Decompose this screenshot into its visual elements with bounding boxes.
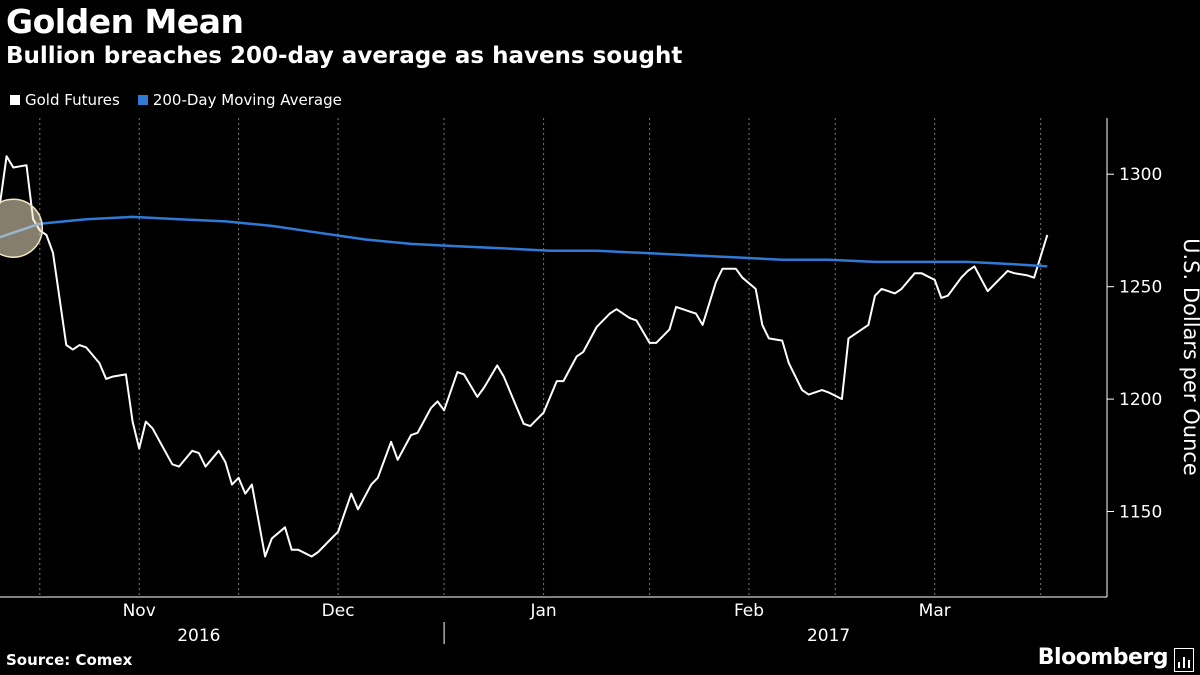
- y-tick-label: 1300: [1119, 165, 1162, 185]
- x-tick-label: Feb: [734, 601, 764, 621]
- legend-label-ma: 200-Day Moving Average: [152, 91, 342, 109]
- y-tick-label: 1250: [1119, 278, 1162, 298]
- legend-swatch-ma: [137, 95, 148, 105]
- legend-item-gold: Gold Futures: [10, 91, 120, 109]
- crossover-highlight: [0, 198, 44, 258]
- x-tick-label: Jan: [529, 601, 556, 621]
- x-tick-label: Mar: [919, 601, 951, 621]
- year-label: 2017: [807, 626, 850, 646]
- y-axis-title: U.S. Dollars per Ounce: [1179, 238, 1200, 476]
- y-tick-label: 1150: [1119, 503, 1162, 523]
- year-label: 2016: [177, 626, 220, 646]
- source-note: Source: Comex: [6, 651, 133, 669]
- legend: Gold Futures 200-Day Moving Average: [10, 91, 342, 109]
- legend-label-gold: Gold Futures: [25, 91, 120, 109]
- x-tick-label: Dec: [322, 601, 355, 621]
- x-tick-label: Nov: [123, 601, 156, 621]
- legend-swatch-gold: [10, 95, 20, 105]
- bloomberg-chart-icon: [1174, 648, 1194, 672]
- brand-logo: Bloomberg: [1037, 645, 1169, 670]
- chart-title: Golden Mean: [6, 2, 244, 41]
- legend-item-ma: 200-Day Moving Average: [137, 91, 342, 109]
- y-tick-label: 1200: [1119, 390, 1162, 410]
- chart-subtitle: Bullion breaches 200-day average as have…: [6, 43, 683, 69]
- series-line-gold-futures: [0, 155, 1049, 558]
- series-line-moving-average: [0, 215, 1048, 268]
